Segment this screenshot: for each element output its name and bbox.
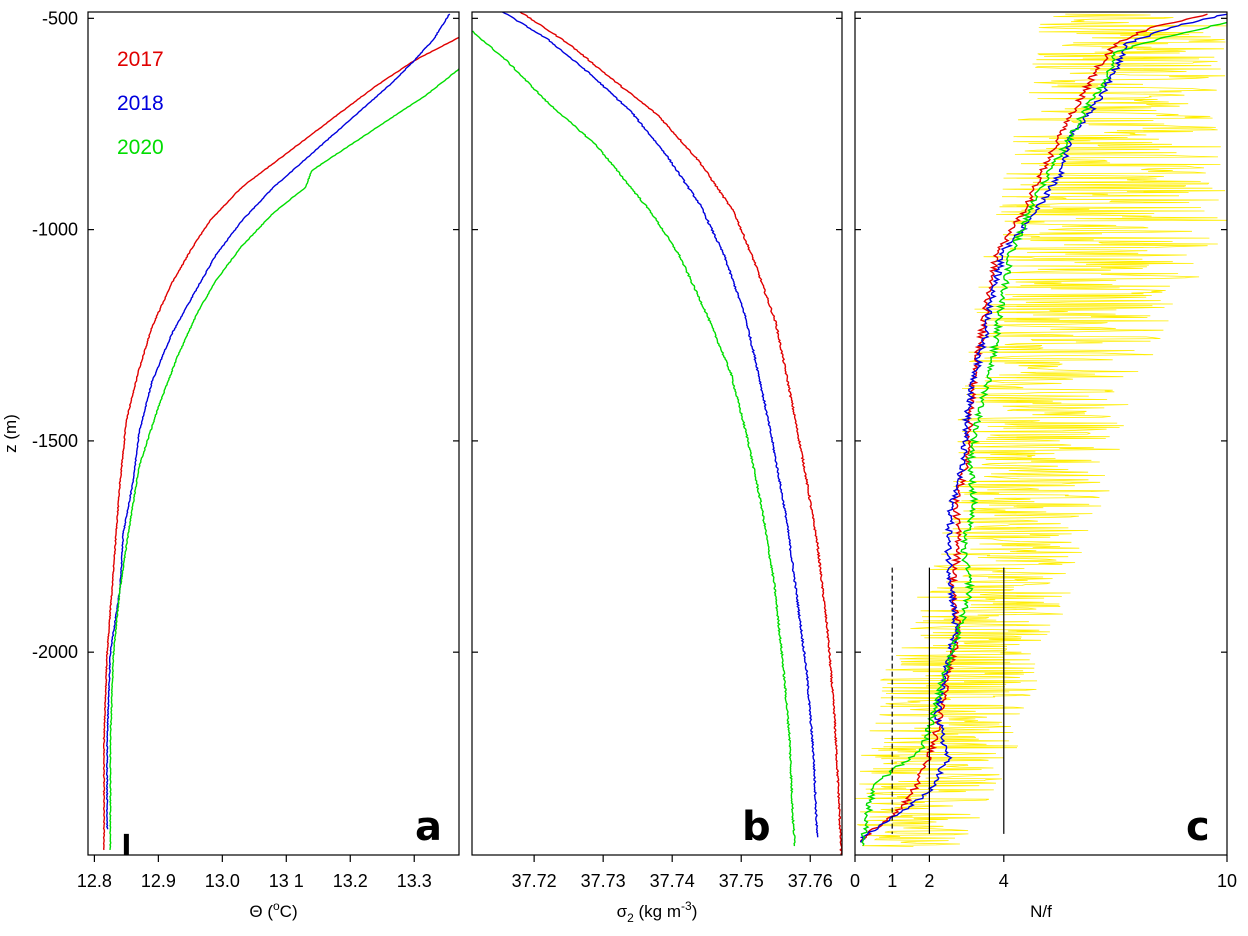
series-line-2017 bbox=[102, 36, 459, 851]
y-axis-label: z (m) bbox=[1, 414, 20, 453]
x-tick-label: 13.3 bbox=[397, 871, 432, 891]
x-tick-label: 12.8 bbox=[77, 871, 112, 891]
series-line-raw bbox=[855, 13, 1227, 847]
panel-a: -500 -1000 -1500 -2000 12.8 12.9 13.0 13 1 13.2 1… bbox=[1, 8, 460, 921]
x-tick-label: 12.9 bbox=[141, 871, 176, 891]
panel-letter-c: c bbox=[1186, 804, 1210, 850]
legend-entry-2020: 2020 bbox=[117, 136, 164, 159]
panel-b: 37.72 37.73 37.74 37.75 37.76 σ2 (kg m-3) b bbox=[471, 11, 843, 925]
y-tick-label: -500 bbox=[42, 8, 78, 28]
y-tick-label: -1500 bbox=[32, 431, 78, 451]
plot-area bbox=[102, 13, 459, 851]
x-tick-label: 37.73 bbox=[581, 871, 626, 891]
series-line-2020 bbox=[860, 21, 1227, 847]
x-tick-label: 1 bbox=[887, 871, 897, 891]
series-line-2020 bbox=[109, 68, 459, 850]
x-axis-label: Θ (oC) bbox=[249, 899, 297, 921]
legend-entry-2018: 2018 bbox=[117, 92, 164, 115]
series-line-2018 bbox=[502, 12, 819, 838]
x-axis-label: N/f bbox=[1030, 902, 1052, 921]
y-tick-label: -1000 bbox=[32, 220, 78, 240]
panel-c: 0 1 2 4 10 N/f c bbox=[850, 11, 1237, 921]
x-tick-label: 10 bbox=[1217, 871, 1237, 891]
series-line-2018 bbox=[105, 13, 451, 830]
x-tick-label: 37.72 bbox=[512, 871, 557, 891]
x-tick-label: 13.0 bbox=[205, 871, 240, 891]
x-tick-label: 4 bbox=[999, 871, 1009, 891]
panel-letter-a: a bbox=[415, 804, 442, 850]
x-tick-label: 0 bbox=[850, 871, 860, 891]
x-tick-label: 37.76 bbox=[788, 871, 833, 891]
axes-frame bbox=[87, 11, 460, 856]
axes-frame bbox=[471, 11, 843, 856]
x-tick-label: 37.74 bbox=[650, 871, 695, 891]
x-axis-label: σ2 (kg m-3) bbox=[617, 899, 698, 925]
series-line-2017 bbox=[519, 12, 842, 855]
x-tick-label: 2 bbox=[924, 871, 934, 891]
x-tick-label: 13.2 bbox=[333, 871, 368, 891]
x-tick-label: 37.75 bbox=[719, 871, 764, 891]
legend-entry-2017: 2017 bbox=[117, 48, 164, 71]
axes-frame bbox=[854, 11, 1228, 856]
y-tick-label: -2000 bbox=[32, 642, 78, 662]
series-line-2020 bbox=[472, 30, 796, 847]
plot-area bbox=[472, 12, 842, 855]
panel-letter-b: b bbox=[742, 804, 771, 850]
plot-area bbox=[855, 13, 1227, 847]
x-tick-label: 13 1 bbox=[269, 871, 304, 891]
